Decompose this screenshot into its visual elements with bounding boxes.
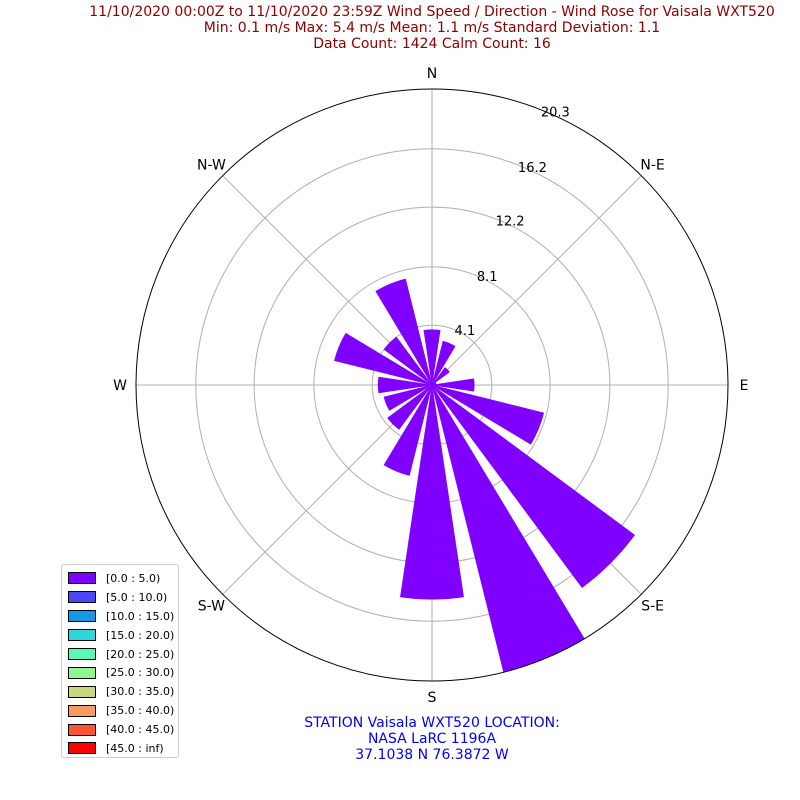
radial-tick-label: 12.2 [496,215,525,230]
outer-boundary [135,88,729,682]
wind-bar [383,384,433,476]
wind-bar [375,278,433,386]
legend-swatch [68,666,96,679]
legend-item: [45.0 : inf) [68,739,178,758]
radial-tick-label: 4.1 [455,324,476,339]
wind-bar [387,384,433,430]
chart-title: 11/10/2020 00:00Z to 11/10/2020 23:59Z W… [0,4,800,52]
title-line-1: 11/10/2020 00:00Z to 11/10/2020 23:59Z W… [89,4,775,20]
grid-spoke [431,175,642,386]
legend-swatch [68,572,96,585]
direction-label: E [740,378,749,394]
wind-bar [431,384,636,589]
wind-bar [431,340,456,386]
legend-item: [20.0 : 25.0) [68,645,178,664]
legend-label: [0.0 : 5.0) [106,571,161,585]
direction-label: N [427,66,437,82]
legend-swatch [68,704,96,717]
wind-bar [334,332,433,386]
legend-item: [5.0 : 10.0) [68,588,178,607]
direction-label: S [428,690,437,706]
legend-swatch [68,685,96,698]
legend-label: [20.0 : 25.0) [106,647,175,661]
legend-swatch [68,629,96,642]
legend-item: [30.0 : 35.0) [68,682,178,701]
legend-item: [15.0 : 20.0) [68,626,178,645]
direction-label: N-W [197,157,226,173]
wind-bar [431,367,450,386]
legend-swatch [68,742,96,755]
legend-label: [5.0 : 10.0) [106,590,168,604]
legend-swatch [68,648,96,660]
legend-item: [40.0 : 45.0) [68,720,178,739]
station-line-1: STATION Vaisala WXT520 LOCATION: [304,715,560,731]
legend-label: [15.0 : 20.0) [106,628,175,642]
legend-item: [10.0 : 15.0) [68,607,178,626]
wind-bar [431,378,475,392]
wind-bar [383,336,433,386]
direction-label: N-E [640,157,664,173]
legend-item: [25.0 : 30.0) [68,663,178,682]
wind-bar [431,384,545,445]
legend: [0.0 : 5.0) [5.0 : 10.0) [10.0 : 15.0) [15.… [61,564,179,758]
legend-label: [25.0 : 30.0) [106,666,175,680]
legend-swatch [68,723,96,736]
direction-label: W [113,378,127,394]
wind-bar [431,382,437,386]
wind-bar [400,384,464,600]
legend-label: [30.0 : 35.0) [106,685,175,699]
wind-bar [377,376,433,394]
station-line-3: 37.1038 N 76.3872 W [355,747,509,763]
direction-label: S-W [198,599,225,615]
radial-tick-label: 8.1 [477,270,498,285]
legend-label: [45.0 : inf) [106,741,164,755]
station-info: STATION Vaisala WXT520 LOCATION: NASA La… [0,715,800,763]
legend-item: [35.0 : 40.0) [68,701,178,720]
legend-swatch [68,610,96,623]
wind-bar [423,329,441,386]
radial-tick-label: 16.2 [518,161,547,176]
legend-item: [0.0 : 5.0) [68,569,178,588]
legend-swatch [68,591,96,604]
legend-label: [35.0 : 40.0) [106,704,175,718]
station-line-2: NASA LaRC 1196A [367,731,497,747]
title-line-3: Data Count: 1424 Calm Count: 16 [313,36,551,52]
legend-label: [10.0 : 15.0) [106,609,175,623]
legend-label: [40.0 : 45.0) [106,723,175,737]
direction-label: S-E [641,599,664,615]
radial-tick-label: 20.3 [541,106,570,121]
wind-bar [383,384,433,411]
title-line-2: Min: 0.1 m/s Max: 5.4 m/s Mean: 1.1 m/s … [203,20,661,36]
